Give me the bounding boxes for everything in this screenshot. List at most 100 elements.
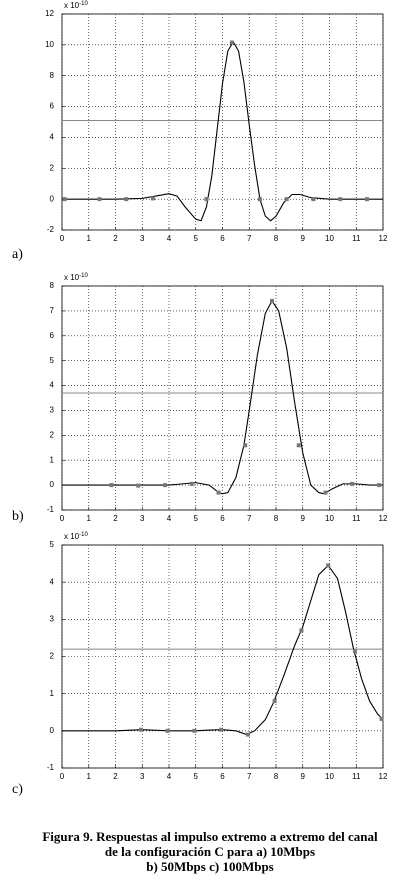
y-tick-label: 3 <box>50 406 55 415</box>
x-tick-label: 2 <box>113 772 118 781</box>
x-tick-label: 8 <box>274 234 279 243</box>
y-tick-label: 6 <box>50 102 55 111</box>
x-tick-label: 11 <box>352 772 361 781</box>
x-tick-label: 4 <box>167 234 172 243</box>
x-tick-label: 12 <box>379 772 388 781</box>
caption-line: b) 50Mbps c) 100Mbps <box>146 859 274 874</box>
y-multiplier: x 10-10 <box>64 532 88 542</box>
x-tick-label: 7 <box>247 234 252 243</box>
x-tick-label: 10 <box>325 772 334 781</box>
sample-marker <box>364 197 369 202</box>
y-tick-label: 0 <box>50 194 55 203</box>
x-tick-label: 7 <box>247 772 252 781</box>
x-tick-label: 2 <box>113 514 118 523</box>
caption-line: de la configuración C para a) 10Mbps <box>105 844 315 859</box>
y-tick-label: 5 <box>50 356 55 365</box>
sample-marker <box>323 490 328 495</box>
x-tick-label: 3 <box>140 234 145 243</box>
y-tick-label: 2 <box>50 163 55 172</box>
sample-marker <box>299 628 304 633</box>
x-tick-label: 5 <box>194 514 199 523</box>
x-tick-label: 1 <box>87 234 92 243</box>
panel-label: a) <box>12 247 23 262</box>
y-multiplier: x 10-10 <box>64 1 88 11</box>
panel-label: b) <box>12 509 24 524</box>
x-tick-label: 5 <box>194 234 199 243</box>
sample-marker <box>124 197 129 202</box>
y-tick-label: -2 <box>47 225 55 234</box>
y-tick-label: 1 <box>50 689 55 698</box>
sample-marker <box>272 699 277 704</box>
sample-marker <box>352 648 357 653</box>
sample-marker <box>284 197 289 202</box>
y-tick-label: 0 <box>50 480 55 489</box>
sample-marker <box>150 196 155 201</box>
sample-marker <box>109 483 114 488</box>
sample-marker <box>136 483 141 488</box>
y-tick-label: 5 <box>50 540 55 549</box>
y-tick-label: 7 <box>50 306 55 315</box>
sample-marker <box>219 727 224 732</box>
plot-frame <box>61 544 384 769</box>
sample-marker <box>97 197 102 202</box>
y-tick-label: 4 <box>50 381 55 390</box>
x-tick-label: 8 <box>274 514 279 523</box>
sample-marker <box>296 443 301 448</box>
x-tick-label: 9 <box>301 772 306 781</box>
sample-marker <box>204 197 209 202</box>
sample-marker <box>216 490 221 495</box>
y-tick-label: 10 <box>45 40 54 49</box>
y-tick-label: 6 <box>50 331 55 340</box>
x-tick-label: 9 <box>301 514 306 523</box>
x-tick-label: 4 <box>167 514 172 523</box>
sample-marker <box>165 728 170 733</box>
x-tick-label: 11 <box>352 234 361 243</box>
sample-marker <box>338 197 343 202</box>
sample-marker <box>350 481 355 486</box>
y-tick-label: 0 <box>50 726 55 735</box>
sample-marker <box>62 197 67 202</box>
x-tick-label: 1 <box>87 772 92 781</box>
plot-frame <box>61 13 384 231</box>
sample-marker <box>379 716 384 721</box>
x-tick-label: 10 <box>325 234 334 243</box>
multiplier-base: x 10 <box>64 273 80 282</box>
sample-marker <box>326 563 331 568</box>
y-tick-label: -1 <box>47 763 55 772</box>
multiplier-exponent: -10 <box>79 273 88 279</box>
y-tick-label: 2 <box>50 652 55 661</box>
x-tick-label: 11 <box>352 514 361 523</box>
x-tick-label: 9 <box>301 234 306 243</box>
sample-marker <box>138 727 143 732</box>
y-tick-label: 3 <box>50 614 55 623</box>
multiplier-exponent: -10 <box>79 1 88 7</box>
y-tick-label: 12 <box>45 9 54 18</box>
x-tick-label: 2 <box>113 234 118 243</box>
y-tick-label: 2 <box>50 430 55 439</box>
x-tick-label: 5 <box>194 772 199 781</box>
plot-frame <box>61 285 384 511</box>
x-tick-label: 12 <box>379 514 388 523</box>
x-tick-label: 0 <box>60 772 65 781</box>
y-tick-label: 4 <box>50 133 55 142</box>
y-tick-label: 1 <box>50 455 55 464</box>
x-tick-label: 3 <box>140 514 145 523</box>
x-tick-label: 0 <box>60 514 65 523</box>
sample-marker <box>245 732 250 737</box>
multiplier-exponent: -10 <box>79 532 88 538</box>
y-tick-label: 4 <box>50 577 55 586</box>
y-tick-label: 8 <box>50 281 55 290</box>
x-tick-label: 6 <box>220 234 225 243</box>
sample-marker <box>311 197 316 202</box>
x-tick-label: 0 <box>60 234 65 243</box>
x-tick-label: 6 <box>220 514 225 523</box>
sample-marker <box>243 443 248 448</box>
caption-line: Figura 9. Respuestas al impulso extremo … <box>42 829 378 844</box>
sample-marker <box>189 481 194 486</box>
x-tick-label: 6 <box>220 772 225 781</box>
x-tick-label: 12 <box>379 234 388 243</box>
sample-marker <box>269 298 274 303</box>
x-tick-label: 4 <box>167 772 172 781</box>
